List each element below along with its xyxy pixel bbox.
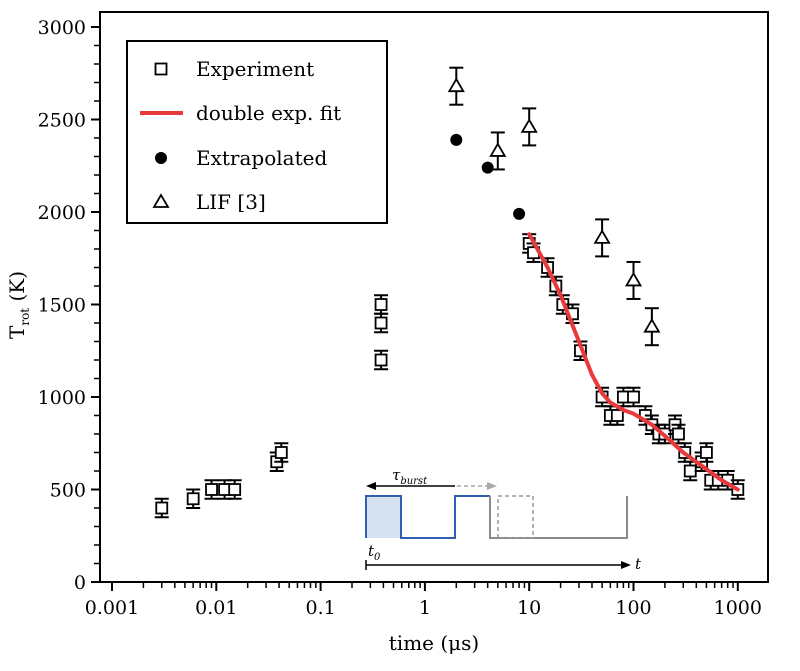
- experiment-point: [205, 483, 218, 496]
- experiment-point: [154, 62, 168, 76]
- experiment-point: [683, 464, 697, 478]
- lif-point: [520, 118, 538, 133]
- x-tick-label: 10: [517, 597, 541, 619]
- tau-dashed-arrowhead: [487, 482, 497, 490]
- lif-point: [624, 271, 643, 287]
- experiment-point: [274, 446, 288, 459]
- legend-label: Experiment: [196, 57, 314, 81]
- x-tick-label: 1: [419, 597, 431, 619]
- gray-pulse-trace: [489, 496, 628, 539]
- experiment-point: [610, 409, 624, 422]
- experiment-point: [374, 316, 388, 330]
- experiment-point: [155, 501, 169, 515]
- y-axis-label: Trot (K): [5, 271, 32, 339]
- y-tick-label: 1500: [38, 295, 86, 317]
- x-tick-label: 0.01: [195, 597, 237, 619]
- y-tick-label: 1000: [38, 387, 86, 409]
- x-tick-label: 100: [615, 597, 651, 619]
- first-pulse-fill: [366, 496, 401, 538]
- burst-pulse-trace: [365, 495, 490, 539]
- t-label: t: [635, 555, 642, 573]
- tau-burst-label: τburst: [392, 466, 428, 487]
- lif-point: [593, 229, 611, 244]
- pulse-timing-inset: τburst t0 t: [365, 466, 642, 573]
- x-tick-label: 1000: [714, 597, 762, 619]
- y-tick-label: 3000: [38, 17, 86, 39]
- extrapolated-point: [155, 152, 167, 164]
- fit-line: [527, 232, 740, 492]
- legend: Experiment double exp. fit Extrapolated LIF…: [126, 40, 388, 224]
- y-tick-label: 2000: [38, 202, 86, 224]
- y-tick-label: 500: [50, 480, 86, 502]
- experiment-point: [228, 483, 242, 496]
- y-tick-label: 2500: [38, 110, 86, 132]
- time-arrowhead: [621, 561, 631, 569]
- y-tick-label: 0: [74, 572, 86, 594]
- dashed-pulse: [497, 495, 534, 539]
- x-tick-label: 0.001: [85, 597, 139, 619]
- experiment-point: [374, 298, 388, 311]
- x-tick-label: 0.1: [305, 597, 335, 619]
- extrapolated-point: [481, 161, 494, 174]
- extrapolated-point: [513, 207, 526, 220]
- extrapolated-point: [450, 133, 463, 146]
- experiment-point: [374, 353, 388, 367]
- lif-point: [152, 193, 170, 208]
- legend-label: Extrapolated: [196, 146, 327, 170]
- lif-point: [489, 142, 507, 157]
- lif-point: [447, 77, 465, 93]
- t0-label: t0: [368, 542, 381, 563]
- plot-frame: [99, 11, 769, 583]
- tau-arrowhead: [366, 482, 376, 490]
- legend-label: LIF [3]: [196, 190, 266, 214]
- experiment-point: [186, 492, 200, 506]
- legend-box: [126, 40, 388, 224]
- data-marks: [154, 66, 745, 519]
- experiment-point: [627, 390, 640, 404]
- experiment-point: [700, 446, 713, 459]
- lif-point: [643, 317, 661, 333]
- x-axis-label: time (μs): [389, 631, 479, 655]
- legend-label: double exp. fit: [196, 101, 341, 125]
- experiment-point: [672, 427, 685, 441]
